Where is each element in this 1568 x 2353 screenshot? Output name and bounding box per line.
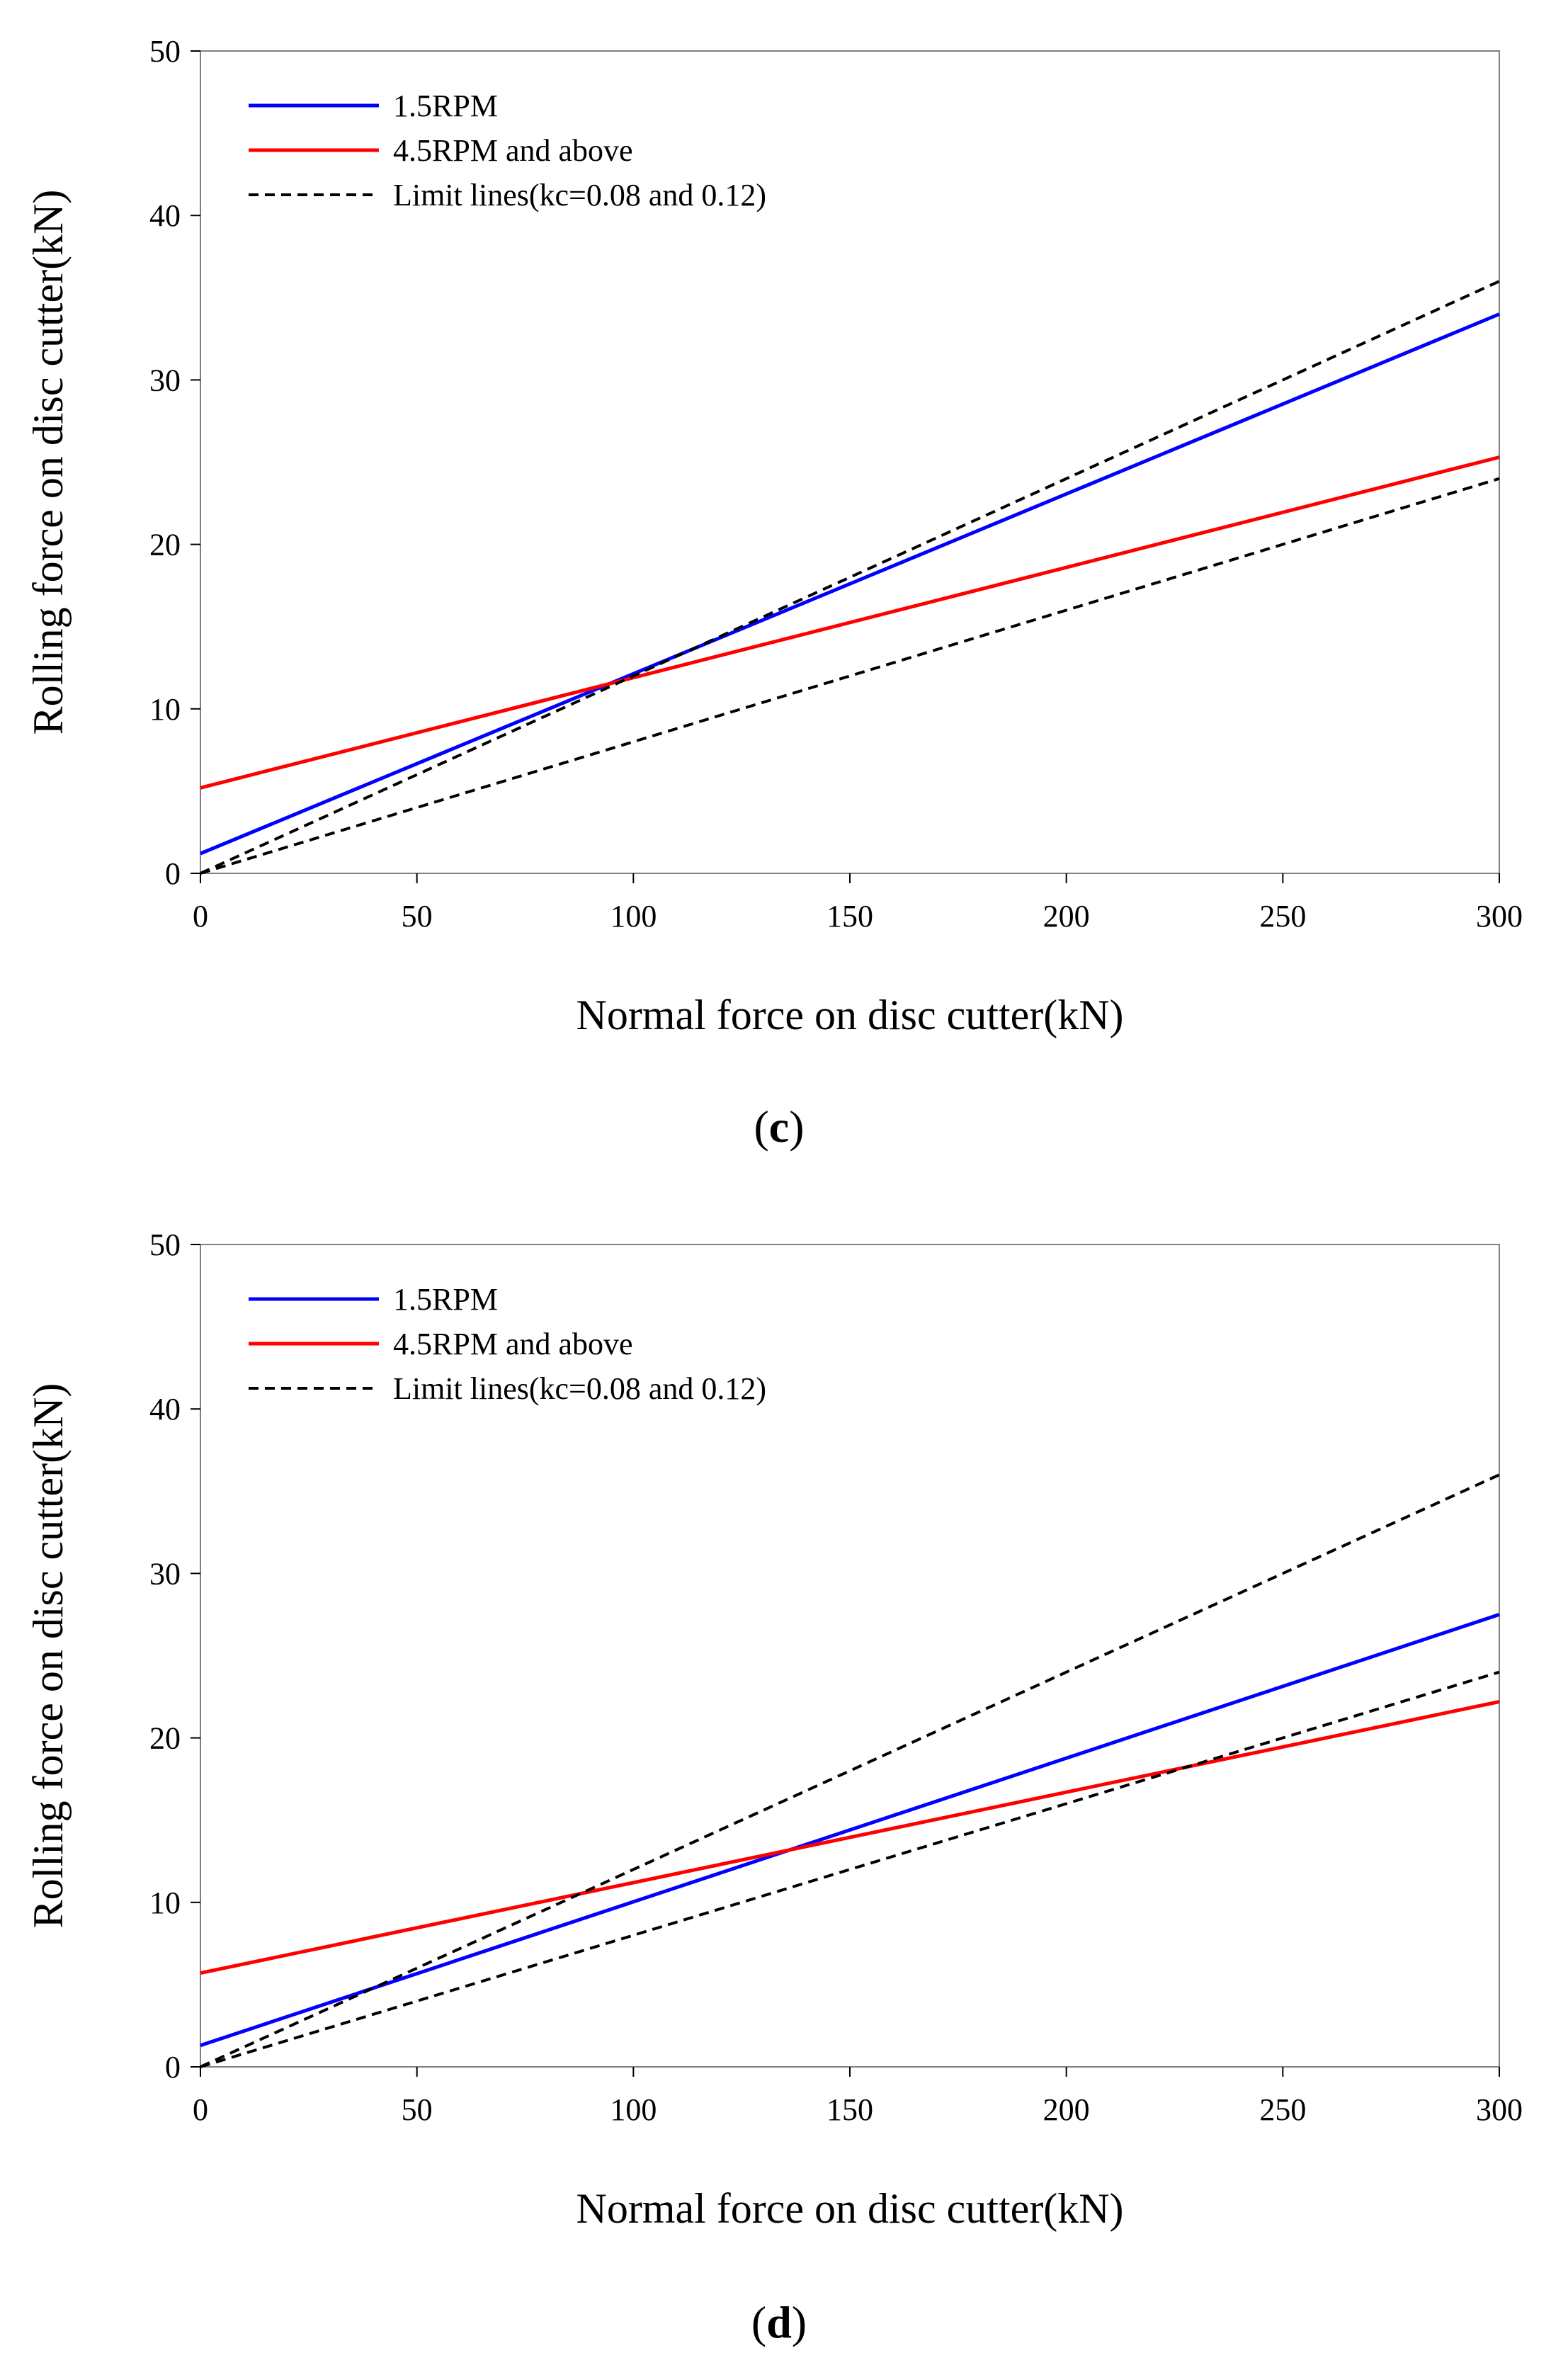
series-line-limit-2: [200, 1473, 1500, 2068]
x-axis-title: Normal force on disc cutter(kN): [576, 2185, 1123, 2232]
legend-label: Limit lines(kc=0.08 and 0.12): [393, 178, 766, 212]
x-tick-label: 300: [1476, 899, 1523, 934]
series-line-0: [200, 312, 1500, 856]
x-tick-label: 150: [826, 899, 873, 934]
x-tick-label: 50: [402, 899, 433, 934]
x-tick-label: 100: [610, 2092, 657, 2127]
x-tick-label: 200: [1043, 899, 1090, 934]
y-tick-label: 50: [149, 34, 181, 69]
y-tick-label: 10: [149, 692, 181, 727]
panel-label: (c): [754, 1101, 804, 1152]
legend-label: 1.5RPM: [393, 89, 498, 123]
y-tick-label: 10: [149, 1886, 181, 1920]
chart-panel-d: 0 50 100 150 200 250 300 0 10 20 30 40 50 Normal forc…: [25, 1227, 1523, 2347]
panel-letter: c: [769, 1101, 789, 1152]
y-axis-title: Rolling force on disc cutter(kN): [25, 190, 72, 735]
chart-panel-c: 0 50 100 150 200 250 300 0 10 20 30 40 50 Normal forc…: [25, 34, 1523, 1152]
plot-frame: [200, 50, 1500, 874]
panel-label: (d): [751, 2297, 807, 2347]
y-tick-label: 40: [149, 198, 181, 233]
x-tick-label: 300: [1476, 2092, 1523, 2127]
y-tick-label: 30: [149, 363, 181, 397]
y-tick-label: 0: [165, 2050, 181, 2085]
x-tick-label: 150: [826, 2092, 873, 2127]
y-tick-label: 20: [149, 1721, 181, 1756]
series-line-limit-2: [200, 280, 1500, 875]
x-tick-label: 250: [1259, 899, 1306, 934]
x-tick-label: 100: [610, 899, 657, 934]
legend-label: 1.5RPM: [393, 1282, 498, 1317]
y-tick-label: 40: [149, 1392, 181, 1427]
panel-letter: d: [766, 2297, 792, 2347]
x-tick-label: 0: [193, 899, 208, 934]
x-axis-title: Normal force on disc cutter(kN): [576, 992, 1123, 1038]
plot-frame: [200, 1244, 1500, 2068]
legend-label: Limit lines(kc=0.08 and 0.12): [393, 1371, 766, 1406]
series-line-1: [200, 455, 1500, 790]
y-tick-label: 30: [149, 1556, 181, 1591]
y-tick-label: 20: [149, 528, 181, 562]
x-tick-label: 200: [1043, 2092, 1090, 2127]
x-tick-label: 250: [1259, 2092, 1306, 2127]
y-tick-label: 50: [149, 1227, 181, 1262]
series-line-limit-3: [200, 477, 1500, 875]
legend-label: 4.5RPM and above: [393, 133, 633, 168]
series-line-0: [200, 1613, 1500, 2048]
y-tick-label: 0: [165, 856, 181, 891]
y-axis-title: Rolling force on disc cutter(kN): [25, 1383, 72, 1929]
series-line-1: [200, 1700, 1500, 1975]
legend-label: 4.5RPM and above: [393, 1327, 633, 1361]
x-tick-label: 50: [402, 2092, 433, 2127]
x-tick-label: 0: [193, 2092, 208, 2127]
series-line-limit-3: [200, 1670, 1500, 2068]
